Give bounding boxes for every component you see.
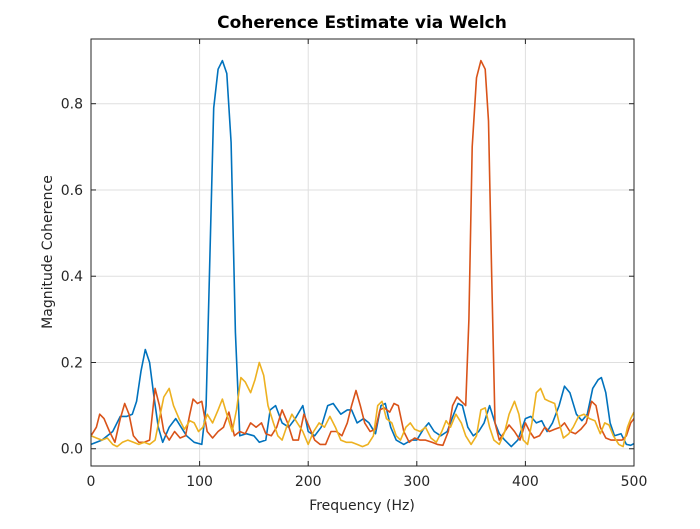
- x-tick-label: 300: [403, 474, 430, 490]
- ticks: 0 100 200 300 400 500 0.0 0.2 0.4 0.6 0.8: [61, 39, 648, 490]
- x-tick-label: 100: [186, 474, 213, 490]
- series-3-line: [91, 361, 634, 448]
- y-tick-label: 0.2: [61, 355, 83, 371]
- x-axis-label: Frequency (Hz): [309, 498, 415, 514]
- x-tick-label: 200: [295, 474, 322, 490]
- series-2-line: [91, 59, 634, 447]
- grid: [90, 39, 635, 466]
- y-tick-label: 0.8: [61, 97, 83, 113]
- y-tick-label: 0.6: [61, 183, 83, 199]
- y-tick-label: 0.0: [61, 442, 83, 458]
- x-tick-label: 500: [621, 474, 648, 490]
- y-axis-label: Magnitude Coherence: [40, 175, 56, 329]
- x-tick-label: 0: [87, 474, 96, 490]
- x-tick-label: 400: [512, 474, 539, 490]
- series-1-line: [91, 59, 634, 448]
- series-lines: [91, 59, 634, 448]
- plot-frame: [90, 38, 635, 467]
- chart-title: Coherence Estimate via Welch: [217, 13, 507, 33]
- y-tick-label: 0.4: [61, 269, 83, 285]
